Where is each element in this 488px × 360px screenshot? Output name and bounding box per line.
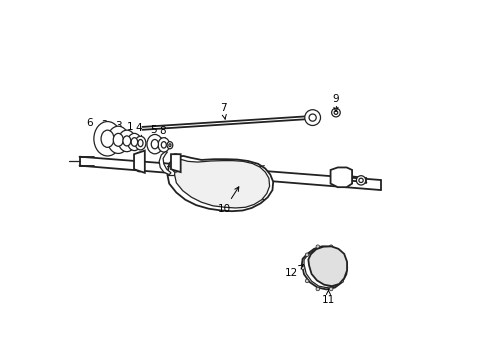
Polygon shape	[134, 150, 144, 173]
Circle shape	[172, 166, 178, 172]
Text: 6: 6	[86, 118, 104, 136]
Circle shape	[304, 110, 320, 126]
Circle shape	[337, 168, 344, 174]
Ellipse shape	[101, 130, 114, 147]
Circle shape	[305, 253, 308, 257]
Polygon shape	[308, 246, 346, 286]
Circle shape	[339, 253, 343, 257]
Ellipse shape	[107, 126, 129, 153]
Ellipse shape	[118, 130, 135, 152]
Circle shape	[136, 152, 142, 159]
Circle shape	[305, 279, 308, 283]
Circle shape	[328, 287, 332, 291]
Ellipse shape	[94, 122, 121, 156]
Text: 7: 7	[219, 103, 226, 119]
Circle shape	[328, 245, 332, 248]
Circle shape	[315, 287, 319, 291]
Circle shape	[339, 279, 343, 283]
Polygon shape	[301, 246, 346, 289]
Ellipse shape	[131, 138, 137, 146]
Text: 11: 11	[321, 289, 334, 305]
Polygon shape	[167, 156, 273, 211]
Text: 5: 5	[150, 125, 157, 141]
Text: 4: 4	[135, 123, 142, 140]
Text: 10: 10	[218, 187, 238, 214]
Text: 1: 1	[126, 122, 134, 139]
Ellipse shape	[168, 144, 171, 147]
Circle shape	[358, 178, 363, 183]
Ellipse shape	[122, 136, 131, 146]
Ellipse shape	[147, 134, 163, 154]
Circle shape	[356, 176, 365, 185]
Circle shape	[136, 165, 142, 172]
Polygon shape	[330, 167, 351, 187]
Text: 12: 12	[285, 265, 303, 278]
Text: 2: 2	[101, 120, 115, 137]
Circle shape	[308, 114, 316, 121]
Ellipse shape	[127, 134, 141, 150]
Circle shape	[172, 154, 178, 159]
Ellipse shape	[161, 141, 166, 148]
Circle shape	[333, 111, 337, 114]
Circle shape	[337, 180, 344, 187]
Text: 9: 9	[332, 94, 339, 112]
Ellipse shape	[138, 139, 142, 147]
Ellipse shape	[167, 141, 172, 149]
Text: 8: 8	[159, 126, 166, 142]
Polygon shape	[159, 151, 171, 175]
Circle shape	[301, 266, 304, 270]
Polygon shape	[174, 159, 269, 208]
Circle shape	[315, 245, 319, 248]
Ellipse shape	[158, 138, 169, 152]
Text: 3: 3	[115, 121, 125, 138]
Ellipse shape	[113, 134, 123, 146]
Circle shape	[331, 108, 340, 117]
Ellipse shape	[151, 139, 158, 149]
Ellipse shape	[135, 136, 145, 150]
Polygon shape	[171, 154, 180, 172]
Circle shape	[344, 266, 347, 270]
Polygon shape	[304, 248, 345, 288]
